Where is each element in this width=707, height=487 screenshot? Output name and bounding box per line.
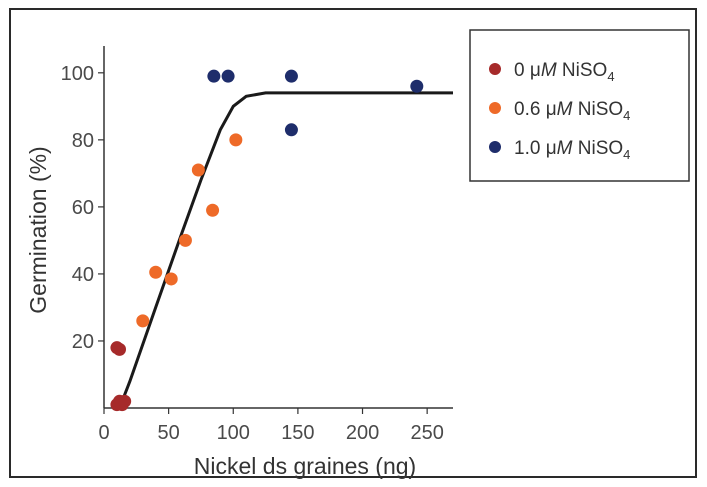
y-tick-label: 60	[72, 197, 94, 219]
data-point-series-1	[149, 265, 163, 279]
fit-curve	[118, 91, 453, 409]
y-tick-label: 80	[72, 130, 94, 152]
y-tick-label: 20	[72, 331, 94, 353]
legend: 0 μM NiSO4 0.6 μM NiSO4 1.0 μM NiSO4	[469, 29, 690, 182]
x-tick-label: 200	[346, 422, 379, 444]
legend-marker-series-0	[489, 63, 501, 75]
data-point-series-1	[229, 133, 243, 147]
axes	[103, 46, 453, 409]
data-point-series-1	[164, 272, 178, 286]
ticks: 0 50 100 150 200 250 20 40 60 80 100	[61, 63, 444, 444]
data-point-series-1	[178, 233, 192, 247]
x-tick-label: 50	[158, 422, 180, 444]
x-tick-label: 100	[217, 422, 250, 444]
data-point-series-2	[221, 69, 235, 83]
x-tick-label: 0	[98, 422, 109, 444]
y-axis-label: Germination (%)	[25, 146, 51, 313]
legend-label-series-2: 1.0 μM NiSO4	[514, 138, 630, 162]
legend-marker-series-1	[489, 102, 501, 114]
data-point-series-1	[206, 203, 220, 217]
data-point-series-2	[207, 69, 221, 83]
data-point-series-0	[118, 394, 132, 408]
data-point-series-2	[284, 69, 298, 83]
data-point-series-2	[410, 79, 424, 93]
x-tick-label: 150	[281, 422, 314, 444]
legend-label-series-0: 0 μM NiSO4	[514, 60, 615, 84]
legend-label-series-1: 0.6 μM NiSO4	[514, 99, 630, 123]
y-tick-label: 100	[61, 63, 94, 85]
data-point-series-1	[136, 314, 150, 328]
x-tick-label: 250	[410, 422, 443, 444]
legend-box	[469, 29, 690, 182]
legend-marker-series-2	[489, 141, 501, 153]
y-tick-label: 40	[72, 264, 94, 286]
data-point-series-0	[113, 342, 127, 356]
data-point-series-1	[191, 163, 205, 177]
data-point-series-2	[284, 123, 298, 137]
data-points	[110, 69, 424, 412]
x-axis-label: Nickel ds graines (ng)	[194, 453, 416, 479]
